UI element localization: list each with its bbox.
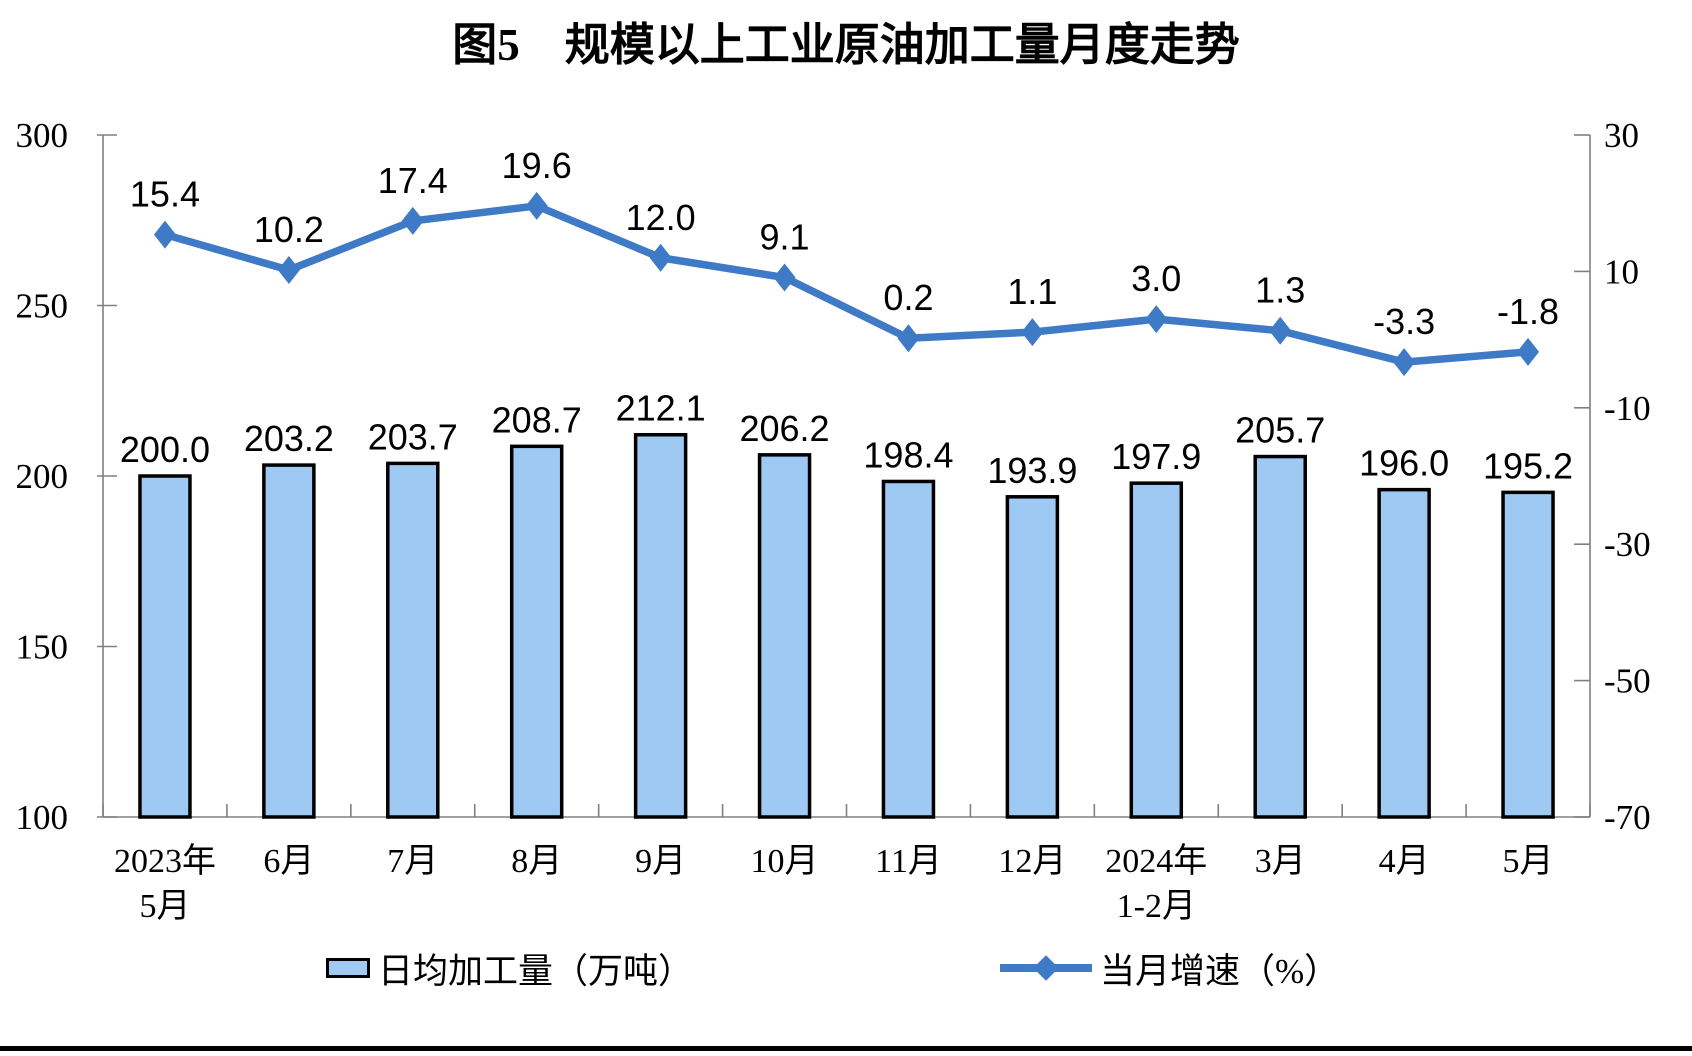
x-axis-label: 10月 bbox=[751, 843, 819, 880]
line-marker-diamond-icon bbox=[1393, 348, 1416, 377]
bar bbox=[633, 432, 688, 819]
bar bbox=[881, 479, 936, 819]
bar-value-label: 203.2 bbox=[244, 418, 334, 459]
line-marker-diamond-icon bbox=[1145, 305, 1168, 334]
x-axis-label: 2024年 1-2月 bbox=[1105, 842, 1207, 925]
line-value-label: 1.1 bbox=[1007, 271, 1057, 312]
line-value-label: 3.0 bbox=[1131, 258, 1181, 299]
y-axis-right-tick-label: 30 bbox=[1604, 116, 1639, 155]
y-axis-right-tick-label: -70 bbox=[1604, 798, 1651, 837]
line-marker-diamond-icon bbox=[401, 206, 424, 235]
growth-rate-line bbox=[161, 202, 1532, 366]
bar-value-label: 193.9 bbox=[987, 450, 1077, 491]
y-axis-right-tick-label: -30 bbox=[1604, 525, 1651, 564]
y-axis-left-tick-label: 300 bbox=[16, 116, 69, 155]
bottom-divider-line bbox=[0, 1046, 1692, 1051]
line-marker-diamond-icon bbox=[153, 220, 176, 249]
bar-value-label: 203.7 bbox=[368, 416, 458, 457]
bar-value-label: 198.4 bbox=[863, 434, 953, 475]
x-axis-label: 8月 bbox=[511, 843, 562, 880]
x-axis-label: 3月 bbox=[1255, 843, 1306, 880]
bar bbox=[509, 444, 564, 819]
line-value-label: 10.2 bbox=[254, 209, 324, 250]
line-marker-diamond-icon bbox=[1021, 318, 1044, 347]
legend-line-label: 当月增速（%） bbox=[1100, 951, 1340, 991]
y-axis-left-tick-label: 250 bbox=[16, 287, 69, 326]
x-axis-label: 2023年 5月 bbox=[114, 842, 216, 925]
bar bbox=[386, 461, 440, 819]
line-marker-diamond-icon bbox=[897, 324, 920, 353]
x-axis-label: 5月 bbox=[1503, 843, 1554, 880]
diamond-marker-icon bbox=[1033, 955, 1059, 981]
bar-value-label: 200.0 bbox=[120, 429, 210, 470]
line-value-label: -3.3 bbox=[1373, 301, 1435, 342]
legend-bar-label: 日均加工量（万吨） bbox=[378, 951, 694, 991]
y-axis-right-tick-label: -50 bbox=[1604, 662, 1651, 701]
bar bbox=[1005, 495, 1060, 819]
chart-title: 图5 规模以上工业原油加工量月度走势 bbox=[452, 20, 1240, 70]
line-value-label: 0.2 bbox=[883, 277, 933, 318]
legend-line-swatch-icon bbox=[1000, 948, 1092, 988]
bar bbox=[1253, 454, 1307, 819]
legend-item-line-series: 当月增速（%） bbox=[1000, 944, 1339, 992]
y-axis-right-tick-label: 10 bbox=[1604, 252, 1639, 291]
line-marker-diamond-icon bbox=[277, 256, 300, 285]
line-marker-diamond-icon bbox=[525, 191, 548, 220]
y-axis-left-tick-label: 100 bbox=[16, 798, 69, 837]
line-marker-diamond-icon bbox=[773, 263, 796, 292]
x-axis-label: 9月 bbox=[635, 843, 686, 880]
line-marker-diamond-icon bbox=[649, 243, 672, 272]
y-axis-left-tick-label: 150 bbox=[16, 628, 69, 667]
y-axis-left-tick-label: 200 bbox=[16, 457, 69, 496]
bar-value-label: 208.7 bbox=[492, 399, 582, 440]
bar-value-label: 205.7 bbox=[1235, 410, 1325, 451]
line-value-label: 15.4 bbox=[130, 174, 200, 215]
line-value-label: 9.1 bbox=[760, 217, 810, 258]
bar-value-label: 197.9 bbox=[1111, 436, 1201, 477]
x-axis-label: 11月 bbox=[875, 843, 942, 880]
bar bbox=[138, 474, 192, 819]
bar-value-label: 206.2 bbox=[739, 408, 829, 449]
x-axis-label: 7月 bbox=[387, 843, 438, 880]
bar bbox=[1501, 490, 1555, 819]
y-axis-right-tick-label: -10 bbox=[1604, 389, 1651, 428]
line-value-label: 19.6 bbox=[502, 145, 572, 186]
line-marker-diamond-icon bbox=[1269, 316, 1292, 345]
bar bbox=[1129, 481, 1184, 819]
line-value-label: 12.0 bbox=[626, 197, 696, 238]
line-value-label: 17.4 bbox=[378, 160, 448, 201]
bar-value-label: 195.2 bbox=[1483, 445, 1573, 486]
line-marker-diamond-icon bbox=[1517, 337, 1540, 366]
x-axis-label: 12月 bbox=[998, 843, 1066, 880]
bar-value-label: 212.1 bbox=[616, 388, 706, 429]
bar-value-label: 196.0 bbox=[1359, 443, 1449, 484]
bar bbox=[262, 463, 316, 819]
bar bbox=[1377, 487, 1431, 819]
line-value-label: 1.3 bbox=[1255, 270, 1305, 311]
legend-bar-swatch-icon bbox=[326, 958, 370, 978]
chart-legend: 日均加工量（万吨） 当月增速（%） bbox=[0, 944, 1692, 992]
x-axis-label: 6月 bbox=[263, 843, 314, 880]
bar bbox=[757, 453, 812, 819]
legend-item-bar-series: 日均加工量（万吨） bbox=[326, 944, 693, 992]
line-value-label: -1.8 bbox=[1497, 291, 1559, 332]
x-axis-label: 4月 bbox=[1379, 843, 1430, 880]
